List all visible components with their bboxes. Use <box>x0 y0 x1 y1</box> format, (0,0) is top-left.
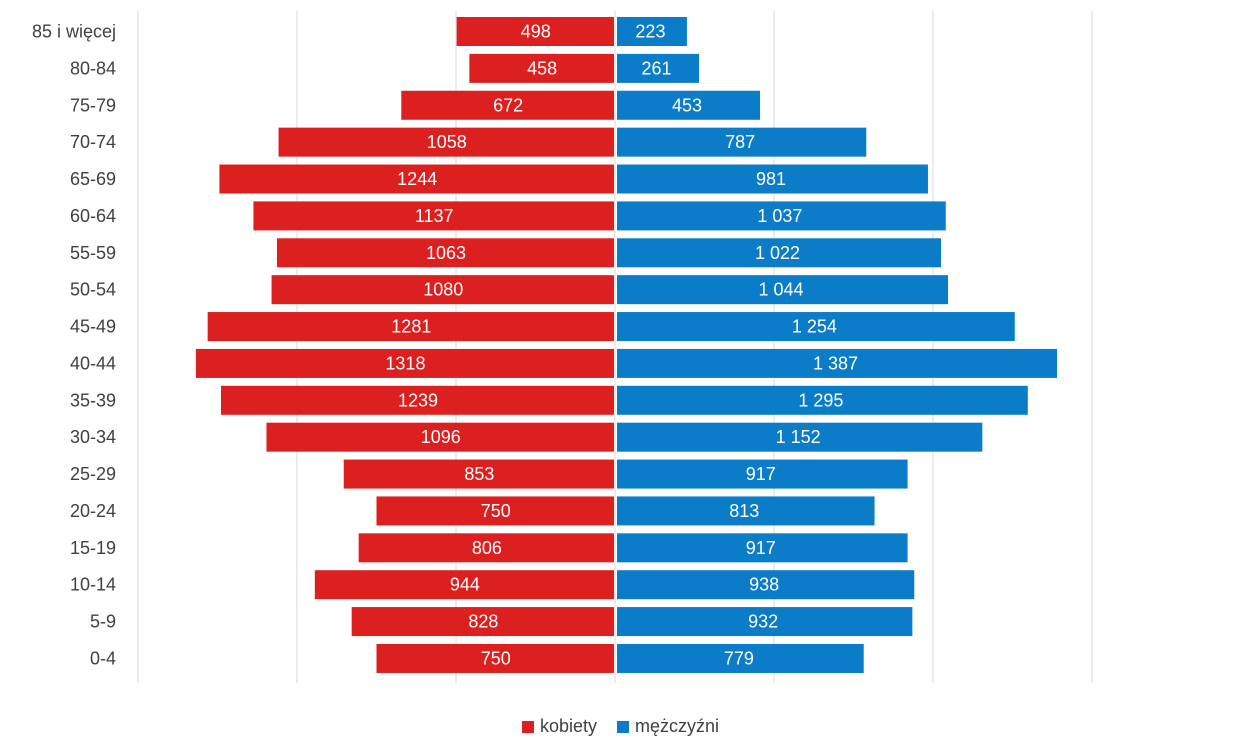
bar-mezczyzni <box>617 53 699 83</box>
bar-mezczyzni <box>617 570 915 600</box>
category-label: 35-39 <box>70 390 116 410</box>
bar-kobiety <box>253 201 614 231</box>
bar-mezczyzni <box>617 459 908 489</box>
bar-kobiety <box>276 238 614 268</box>
data-label-kobiety: 672 <box>493 95 523 115</box>
bar-mezczyzni <box>617 238 941 268</box>
data-label-kobiety: 1239 <box>398 390 438 410</box>
data-label-kobiety: 750 <box>481 501 511 521</box>
category-label: 10-14 <box>70 575 116 595</box>
bar-kobiety <box>219 164 614 194</box>
legend-label-kobiety: kobiety <box>539 716 598 736</box>
legend-label-mezczyzni: mężczyźni <box>635 716 720 736</box>
bar-kobiety <box>401 90 614 120</box>
bar-mezczyzni <box>617 422 983 452</box>
data-label-mezczyzni: 938 <box>749 575 779 595</box>
category-label: 25-29 <box>70 464 116 484</box>
data-label-mezczyzni: 1 387 <box>813 353 858 373</box>
category-label: 30-34 <box>70 427 116 447</box>
data-label-kobiety: 1058 <box>427 132 467 152</box>
data-label-kobiety: 458 <box>527 58 557 78</box>
data-label-kobiety: 828 <box>468 612 498 632</box>
data-label-mezczyzni: 932 <box>748 612 778 632</box>
category-label: 20-24 <box>70 501 116 521</box>
bar-kobiety <box>456 17 614 46</box>
data-label-mezczyzni: 1 022 <box>755 243 800 263</box>
bar-kobiety <box>220 385 615 415</box>
legend-swatch-mezczyzni <box>617 720 630 733</box>
data-label-mezczyzni: 787 <box>725 132 755 152</box>
bar-mezczyzni <box>617 348 1058 378</box>
data-label-mezczyzni: 917 <box>746 538 776 558</box>
category-label: 85 i więcej <box>32 22 116 42</box>
gridlines <box>137 11 1093 683</box>
data-label-mezczyzni: 779 <box>724 648 754 668</box>
data-label-mezczyzni: 223 <box>635 22 665 42</box>
data-label-kobiety: 944 <box>450 575 480 595</box>
category-label: 80-84 <box>70 58 116 78</box>
category-label: 55-59 <box>70 243 116 263</box>
data-label-mezczyzni: 1 152 <box>776 427 821 447</box>
bar-kobiety <box>376 643 614 673</box>
category-label: 70-74 <box>70 132 116 152</box>
data-label-kobiety: 1244 <box>397 169 437 189</box>
data-label-mezczyzni: 1 254 <box>792 317 837 337</box>
bar-kobiety <box>266 422 614 452</box>
data-label-kobiety: 1096 <box>421 427 461 447</box>
bar-mezczyzni <box>617 385 1028 415</box>
category-label: 45-49 <box>70 317 116 337</box>
bar-mezczyzni <box>617 201 946 231</box>
bar-kobiety <box>351 607 614 637</box>
bar-kobiety <box>469 53 614 83</box>
category-label: 40-44 <box>70 353 116 373</box>
bar-mezczyzni <box>617 607 913 637</box>
bar-mezczyzni <box>617 533 908 563</box>
data-label-mezczyzni: 453 <box>672 95 702 115</box>
category-label: 65-69 <box>70 169 116 189</box>
category-label: 50-54 <box>70 280 116 300</box>
bar-kobiety <box>343 459 614 489</box>
bar-kobiety <box>195 348 614 378</box>
data-label-kobiety: 853 <box>464 464 494 484</box>
data-label-kobiety: 1281 <box>391 317 431 337</box>
bar-kobiety <box>376 496 614 526</box>
data-label-kobiety: 750 <box>481 648 511 668</box>
bar-kobiety <box>278 127 614 157</box>
data-label-mezczyzni: 261 <box>641 58 671 78</box>
data-label-kobiety: 1080 <box>423 280 463 300</box>
bar-mezczyzni <box>617 312 1015 342</box>
bar-mezczyzni <box>617 127 867 157</box>
bar-mezczyzni <box>617 643 864 673</box>
bar-mezczyzni <box>617 164 928 194</box>
legend-item-kobiety: kobiety <box>521 716 598 737</box>
bar-mezczyzni <box>617 17 687 46</box>
category-label: 15-19 <box>70 538 116 558</box>
category-label: 75-79 <box>70 95 116 115</box>
data-label-mezczyzni: 1 044 <box>758 280 803 300</box>
bar-kobiety <box>358 533 614 563</box>
data-label-kobiety: 1137 <box>415 206 454 226</box>
data-label-mezczyzni: 1 295 <box>798 390 843 410</box>
bar-mezczyzni <box>617 275 948 305</box>
data-label-kobiety: 1318 <box>385 353 425 373</box>
bar-mezczyzni <box>617 496 875 526</box>
bar-kobiety <box>314 570 614 600</box>
category-label: 5-9 <box>90 612 116 632</box>
bar-kobiety <box>271 275 614 305</box>
legend-swatch-kobiety <box>521 720 534 733</box>
legend-item-mezczyzni: mężczyźni <box>617 716 719 737</box>
chart-legend: kobiety mężczyźni <box>0 716 1241 737</box>
data-label-mezczyzni: 917 <box>746 464 776 484</box>
data-label-mezczyzni: 813 <box>729 501 759 521</box>
bar-kobiety <box>207 312 614 342</box>
bar-mezczyzni <box>617 90 761 120</box>
category-label: 0-4 <box>90 648 116 668</box>
category-label: 60-64 <box>70 206 116 226</box>
data-label-kobiety: 1063 <box>426 243 466 263</box>
data-label-mezczyzni: 981 <box>756 169 786 189</box>
data-label-kobiety: 498 <box>521 22 551 42</box>
data-label-mezczyzni: 1 037 <box>757 206 802 226</box>
data-label-kobiety: 806 <box>472 538 502 558</box>
